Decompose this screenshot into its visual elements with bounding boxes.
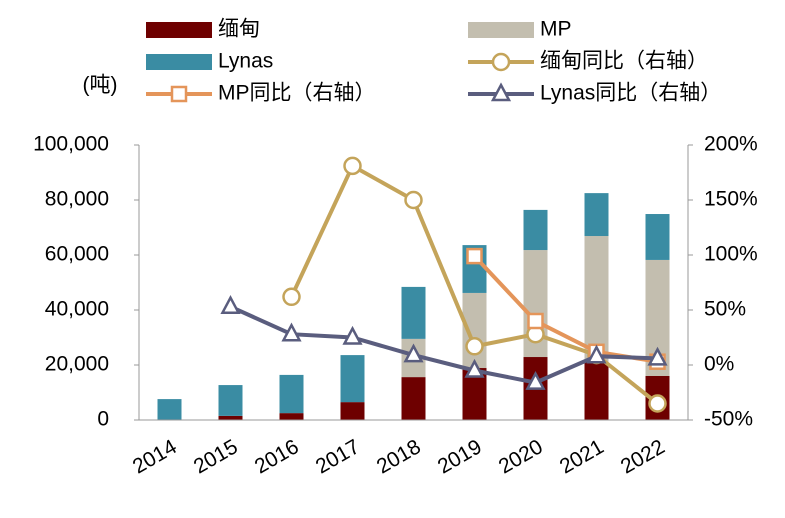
legend-label: Lynas同比（右轴）: [540, 82, 721, 105]
bar: [279, 374, 304, 414]
legend-label: MP同比（右轴）: [218, 82, 376, 105]
x-tick-label: 2020: [495, 435, 547, 478]
bar: [401, 377, 426, 420]
legend-label: 缅甸: [218, 18, 260, 41]
y2-tick-label: -50%: [704, 408, 753, 431]
y2-tick-label: 150%: [704, 188, 758, 211]
bar: [218, 415, 243, 420]
line-marker: [525, 370, 546, 390]
x-tick-label: 2021: [556, 435, 608, 478]
bar: [523, 209, 548, 251]
y2-tick-label: 0%: [704, 353, 734, 376]
y-tick-label: 40,000: [45, 298, 109, 321]
bar: [645, 214, 670, 260]
line-marker: [527, 312, 544, 330]
bar: [340, 355, 365, 403]
line-marker: [464, 358, 485, 378]
line-marker: [647, 346, 668, 366]
x-tick-label: 2015: [190, 435, 242, 478]
y-tick-label: 100,000: [33, 133, 109, 156]
x-tick-label: 2018: [373, 435, 425, 478]
line-marker: [343, 156, 362, 176]
bar: [340, 402, 365, 420]
line-marker: [282, 287, 301, 307]
line-marker: [465, 337, 484, 356]
legend-marker: [490, 82, 512, 102]
bar: [279, 413, 304, 420]
line-marker: [648, 394, 667, 413]
y-tick-label: 60,000: [45, 243, 109, 266]
line-marker: [466, 247, 483, 265]
line-marker: [281, 322, 302, 342]
bar: [157, 399, 182, 420]
legend-swatch: [468, 22, 534, 38]
legend-label: 缅甸同比（右轴）: [540, 50, 708, 73]
legend-marker: [170, 85, 188, 103]
line-marker: [586, 344, 607, 364]
x-tick-label: 2022: [617, 435, 669, 478]
bar: [218, 385, 243, 416]
legend-swatch: [146, 54, 212, 70]
line-marker: [342, 325, 363, 345]
x-tick-label: 2016: [251, 435, 303, 478]
line: [229, 304, 658, 385]
y2-tick-label: 100%: [704, 243, 758, 266]
y-tick-label: 80,000: [45, 188, 109, 211]
y-tick-label: 20,000: [45, 353, 109, 376]
legend-marker: [491, 52, 511, 72]
y2-tick-label: 200%: [704, 133, 758, 156]
line-marker: [404, 190, 423, 210]
y2-tick-label: 50%: [704, 298, 746, 321]
bar: [584, 361, 609, 420]
line-marker: [403, 343, 424, 363]
legend-label: Lynas: [218, 50, 273, 73]
bar: [584, 193, 609, 237]
x-tick-label: 2014: [129, 435, 181, 478]
y-tick-label: 0: [97, 408, 109, 431]
x-tick-label: 2019: [434, 435, 486, 478]
y-axis-label: (吨): [83, 74, 118, 97]
legend-label: MP: [540, 18, 572, 41]
bar: [401, 286, 426, 339]
bar: [584, 236, 609, 362]
legend-swatch: [146, 22, 212, 38]
x-tick-label: 2017: [312, 435, 364, 478]
line-marker: [220, 295, 241, 314]
